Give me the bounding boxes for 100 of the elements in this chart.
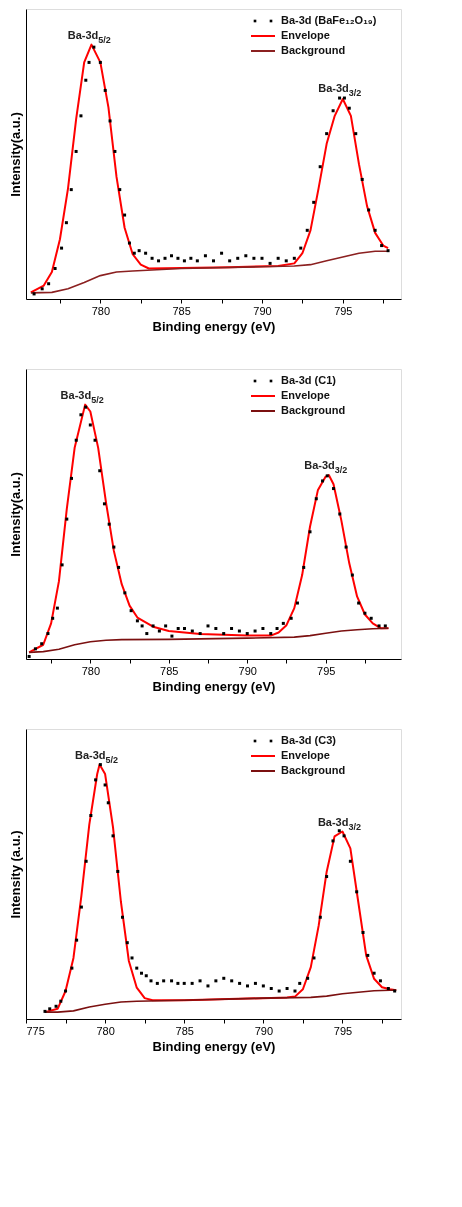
- point: [299, 246, 303, 250]
- legend-label: Envelope: [281, 389, 330, 401]
- point: [79, 905, 83, 909]
- point: [325, 474, 329, 478]
- point: [393, 989, 397, 993]
- point: [60, 246, 64, 250]
- point: [230, 979, 234, 983]
- point: [137, 249, 141, 253]
- point: [308, 530, 312, 534]
- x-axis-title: Binding energy (eV): [152, 678, 276, 694]
- point: [170, 979, 174, 983]
- point: [74, 438, 78, 442]
- point: [295, 601, 299, 605]
- point: [108, 119, 112, 123]
- point: [102, 502, 106, 506]
- point: [69, 188, 73, 192]
- point: [32, 292, 36, 296]
- point: [53, 266, 57, 270]
- point: [220, 251, 224, 255]
- x-tick-label: 780: [91, 304, 111, 317]
- point: [338, 512, 342, 516]
- point: [314, 497, 318, 501]
- point: [51, 616, 55, 620]
- point: [342, 834, 346, 838]
- x-tick-label: 780: [81, 664, 101, 677]
- point: [372, 971, 376, 975]
- point: [130, 956, 134, 960]
- point: [140, 624, 144, 628]
- point: [348, 859, 352, 863]
- point: [123, 591, 127, 595]
- point: [190, 629, 194, 633]
- point: [237, 629, 241, 633]
- point: [150, 256, 154, 260]
- point: [75, 938, 79, 942]
- point: [98, 60, 102, 64]
- point: [92, 45, 96, 49]
- point: [198, 632, 202, 636]
- point: [98, 469, 102, 473]
- x-tick-label: 785: [160, 664, 179, 677]
- point: [89, 813, 93, 817]
- point: [386, 249, 390, 253]
- point: [360, 177, 364, 181]
- point: [230, 626, 234, 630]
- point: [342, 96, 346, 100]
- point: [275, 626, 279, 630]
- point: [79, 114, 83, 118]
- point: [94, 778, 98, 782]
- point: [169, 254, 173, 258]
- point: [79, 413, 83, 417]
- point: [107, 522, 111, 526]
- point: [281, 621, 285, 625]
- point: [325, 875, 329, 879]
- point: [47, 282, 51, 286]
- point: [162, 979, 166, 983]
- x-axis-title: Binding energy (eV): [152, 318, 276, 334]
- legend-label: Envelope: [281, 749, 330, 761]
- point: [27, 654, 31, 658]
- point: [176, 981, 180, 985]
- point: [189, 256, 193, 260]
- point: [318, 165, 322, 169]
- point: [59, 999, 63, 1003]
- point: [261, 984, 265, 988]
- point: [332, 487, 336, 491]
- point: [182, 259, 186, 263]
- y-axis-title: Intensity(a.u.): [7, 472, 23, 557]
- point: [337, 829, 341, 833]
- point: [195, 259, 199, 263]
- x-tick-label: 795: [333, 1024, 353, 1037]
- legend-label: Envelope: [281, 29, 330, 41]
- point: [176, 626, 180, 630]
- y-axis-title: Intensity(a.u.): [7, 112, 23, 197]
- legend-label: Background: [281, 44, 346, 56]
- point: [285, 986, 289, 990]
- point: [111, 834, 115, 838]
- x-tick-label: 785: [175, 1024, 194, 1037]
- point: [176, 256, 180, 260]
- point: [135, 966, 139, 970]
- point: [88, 423, 92, 427]
- point: [325, 132, 329, 136]
- point: [170, 634, 174, 638]
- legend-label: Background: [281, 404, 346, 416]
- point: [306, 976, 310, 980]
- point: [121, 915, 125, 919]
- legend-label: Background: [281, 764, 346, 776]
- point: [312, 956, 316, 960]
- point: [269, 986, 273, 990]
- point: [347, 106, 351, 110]
- legend-label: Ba-3d (C1): [281, 374, 337, 386]
- point: [236, 256, 240, 260]
- point: [84, 405, 88, 409]
- point: [144, 251, 148, 255]
- point: [64, 989, 68, 993]
- point: [355, 890, 359, 894]
- point: [129, 609, 133, 613]
- point: [367, 208, 371, 212]
- point: [366, 953, 370, 957]
- point: [33, 647, 37, 651]
- point: [125, 941, 129, 945]
- x-tick-label: 790: [254, 1024, 274, 1037]
- point: [64, 221, 68, 225]
